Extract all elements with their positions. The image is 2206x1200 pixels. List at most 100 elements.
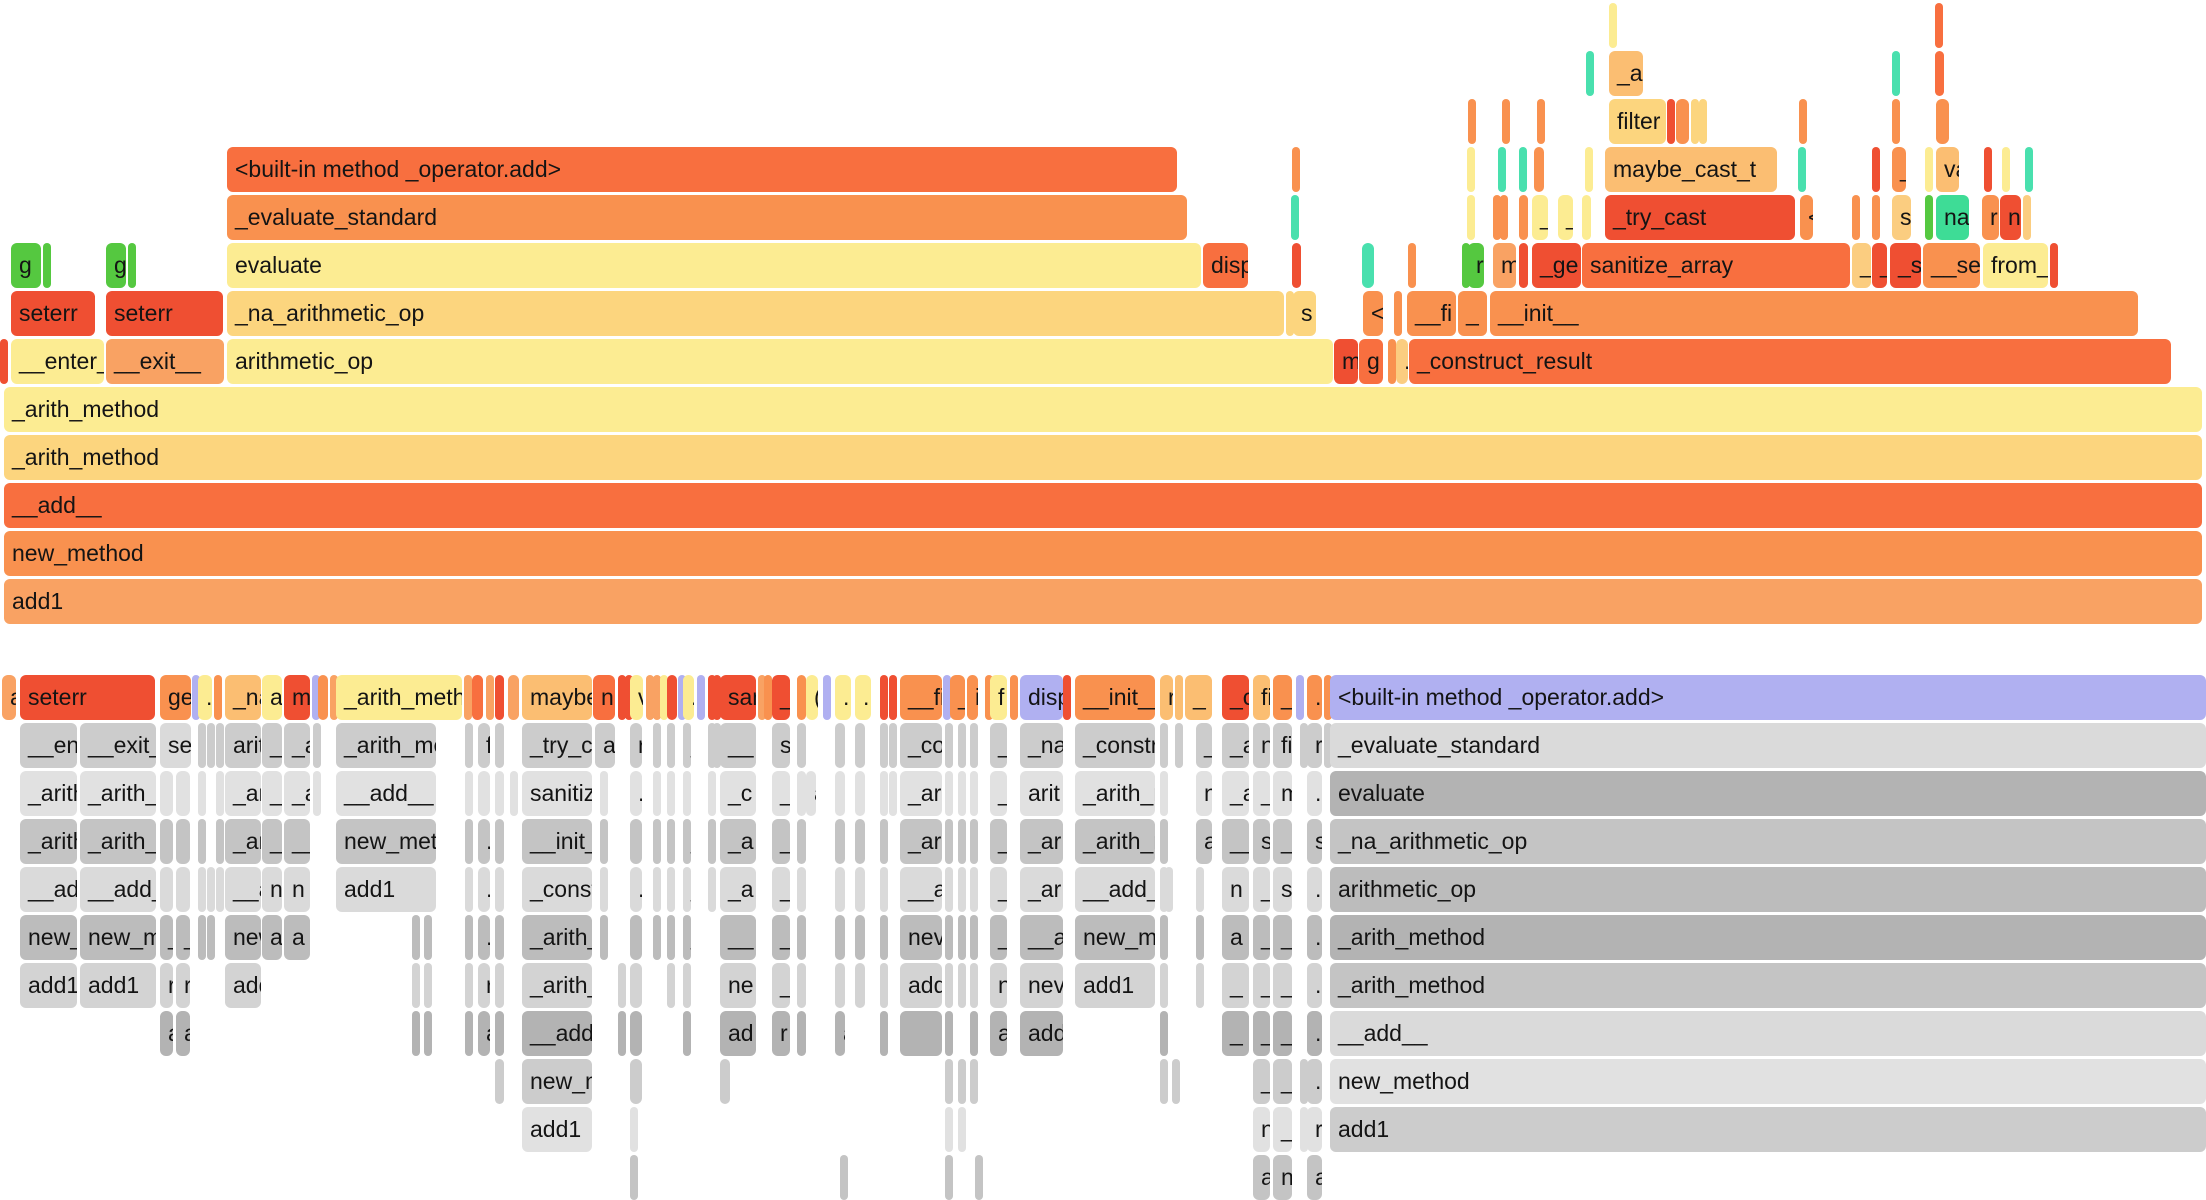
frame-bar[interactable] <box>1324 723 1332 768</box>
frame-bar-[interactable]: . <box>216 819 224 864</box>
frame-bar[interactable] <box>667 867 675 912</box>
frame-bar-sanitize_array[interactable]: sanitize_array <box>522 771 592 816</box>
frame-bar-m[interactable]: m <box>1273 771 1292 816</box>
frame-bar[interactable] <box>889 771 897 816</box>
frame-bar[interactable] <box>2050 243 2058 288</box>
frame-bar-[interactable]: . <box>495 771 504 816</box>
frame-bar-n[interactable]: n <box>262 867 282 912</box>
frame-bar-_[interactable]: _ <box>1253 771 1270 816</box>
frame-bar[interactable] <box>207 723 215 768</box>
frame-bar[interactable] <box>943 675 951 720</box>
frame-bar-[interactable]: . <box>835 675 851 720</box>
frame-bar-__a[interactable]: __a <box>1020 915 1063 960</box>
frame-bar[interactable] <box>1467 147 1475 192</box>
frame-bar[interactable] <box>198 723 206 768</box>
frame-bar-_[interactable]: _ <box>772 771 790 816</box>
frame-bar-new_method[interactable]: new_method <box>522 1059 592 1104</box>
frame-bar[interactable] <box>424 915 432 960</box>
frame-bar[interactable] <box>823 675 831 720</box>
frame-bar[interactable] <box>880 819 888 864</box>
frame-bar[interactable] <box>880 723 888 768</box>
frame-bar-r[interactable]: r <box>1160 675 1173 720</box>
frame-bar[interactable] <box>1799 99 1807 144</box>
frame-bar[interactable] <box>1160 771 1168 816</box>
frame-bar[interactable] <box>1408 243 1416 288</box>
frame-bar[interactable] <box>667 723 675 768</box>
frame-bar[interactable] <box>1394 291 1402 336</box>
frame-bar-_[interactable]: _ <box>1273 915 1292 960</box>
frame-bar-_c[interactable]: _c <box>1222 675 1249 720</box>
frame-bar-__[interactable]: __ <box>1222 819 1249 864</box>
frame-bar-_[interactable]: _ <box>990 723 1007 768</box>
frame-bar[interactable] <box>1160 1059 1168 1104</box>
frame-bar[interactable] <box>646 675 654 720</box>
frame-bar[interactable] <box>630 915 642 960</box>
frame-bar[interactable] <box>653 675 661 720</box>
frame-bar-a[interactable]: a <box>595 723 615 768</box>
frame-bar-__[interactable]: __ <box>720 915 756 960</box>
frame-bar[interactable] <box>1300 723 1308 768</box>
frame-bar-_arith_method[interactable]: _arith_method <box>1075 819 1155 864</box>
frame-bar[interactable] <box>708 675 716 720</box>
frame-bar[interactable] <box>312 675 320 720</box>
frame-bar-_[interactable]: _ <box>1196 723 1212 768</box>
frame-bar-a[interactable]: a <box>160 1011 173 1056</box>
frame-bar[interactable] <box>1534 147 1544 192</box>
frame-bar[interactable] <box>797 819 806 864</box>
frame-bar[interactable] <box>160 819 173 864</box>
frame-bar-a[interactable]: a <box>1196 819 1212 864</box>
frame-bar-a[interactable]: a <box>284 915 310 960</box>
frame-bar-arithmetic_op[interactable]: arithmetic_op <box>1330 867 2206 912</box>
frame-bar[interactable] <box>889 675 897 720</box>
frame-bar-[interactable]: . <box>1307 915 1322 960</box>
frame-bar-ne[interactable]: ne <box>720 963 756 1008</box>
frame-bar[interactable] <box>1502 99 1510 144</box>
frame-bar-[interactable]: . <box>630 867 642 912</box>
frame-bar[interactable] <box>713 675 721 720</box>
frame-bar[interactable] <box>465 915 473 960</box>
frame-bar[interactable] <box>764 675 772 720</box>
frame-bar[interactable] <box>1175 723 1183 768</box>
frame-bar-[interactable]: . <box>945 723 953 768</box>
frame-bar-_arith_method[interactable]: _arith_method <box>4 387 2202 432</box>
frame-bar-add1[interactable]: add1 <box>225 963 261 1008</box>
frame-bar[interactable] <box>880 771 888 816</box>
frame-bar-_[interactable]: _ <box>683 723 691 768</box>
frame-bar[interactable] <box>1935 3 1943 48</box>
frame-bar[interactable] <box>797 915 806 960</box>
frame-bar[interactable] <box>855 963 865 1008</box>
frame-bar-seterr[interactable]: seterr <box>20 675 155 720</box>
frame-bar-m[interactable]: m <box>284 675 310 720</box>
frame-bar-ad[interactable]: ad <box>720 1011 756 1056</box>
frame-bar[interactable] <box>1925 195 1933 240</box>
frame-bar[interactable] <box>1582 195 1591 240</box>
frame-bar[interactable] <box>1493 195 1501 240</box>
frame-bar-a[interactable]: a <box>207 915 215 960</box>
frame-bar-__add__[interactable]: __add__ <box>1330 1011 2206 1056</box>
frame-bar-[interactable]: . <box>198 675 212 720</box>
frame-bar-add1[interactable]: add1 <box>80 963 156 1008</box>
frame-bar-new_method[interactable]: new_method <box>20 915 77 960</box>
frame-bar-[interactable]: . <box>630 771 642 816</box>
frame-bar-[interactable]: . <box>945 915 953 960</box>
frame-bar-_ar[interactable]: _ar <box>900 819 942 864</box>
frame-bar[interactable] <box>618 1011 626 1056</box>
frame-bar[interactable] <box>1467 195 1475 240</box>
frame-bar-arithmetic_op[interactable]: arithmetic_op <box>225 723 261 768</box>
frame-bar[interactable] <box>1462 243 1470 288</box>
frame-bar[interactable] <box>1586 51 1594 96</box>
frame-bar[interactable] <box>207 867 215 912</box>
frame-bar[interactable] <box>653 723 661 768</box>
frame-bar-r[interactable]: r <box>970 963 978 1008</box>
frame-bar-f[interactable]: f <box>478 723 490 768</box>
frame-bar[interactable] <box>600 771 608 816</box>
frame-bar[interactable] <box>1468 99 1476 144</box>
frame-bar[interactable] <box>1196 915 1204 960</box>
frame-bar[interactable] <box>465 963 473 1008</box>
frame-bar[interactable] <box>683 963 691 1008</box>
frame-bar[interactable] <box>176 819 190 864</box>
frame-bar-_arith_method[interactable]: _arith_method <box>336 723 436 768</box>
frame-bar-r[interactable]: r <box>797 963 806 1008</box>
frame-bar[interactable] <box>412 963 420 1008</box>
